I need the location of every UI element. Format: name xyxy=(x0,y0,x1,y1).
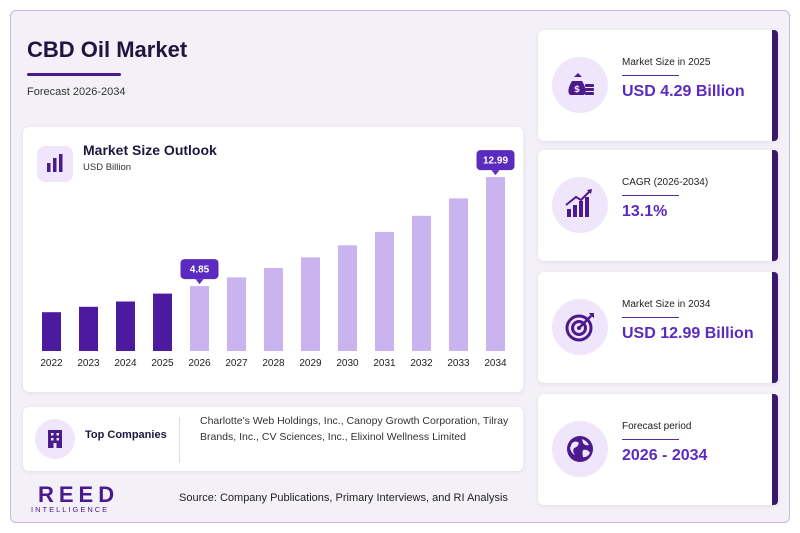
chart-card: Market Size Outlook USD Billion 2022 2023… xyxy=(23,127,523,392)
stat-label: Market Size in 2034 xyxy=(622,299,711,310)
building-icon xyxy=(35,419,75,459)
x-tick-label: 2022 xyxy=(40,358,63,369)
title-underline xyxy=(27,73,121,76)
divider xyxy=(179,417,180,463)
callout-2026: 4.85 xyxy=(180,259,219,285)
target-icon xyxy=(552,299,608,355)
x-tick-label: 2032 xyxy=(410,358,433,369)
stat-rule xyxy=(622,439,679,440)
x-tick-label: 2031 xyxy=(373,358,396,369)
bar-2023 xyxy=(79,306,98,351)
stat-value: USD 12.99 Billion xyxy=(622,325,754,342)
brand-logo: REED xyxy=(38,482,120,507)
bar-2024 xyxy=(116,301,135,351)
stat-value: USD 4.29 Billion xyxy=(622,83,745,100)
growth-chart-icon xyxy=(552,177,608,233)
stat-card-forecast-period: Forecast period 2026 - 2034 xyxy=(538,394,778,505)
chart-title: Market Size Outlook xyxy=(83,142,217,158)
x-tick-label: 2026 xyxy=(188,358,211,369)
stat-label: Market Size in 2025 xyxy=(622,57,711,68)
top-companies-card: Top Companies Charlotte's Web Holdings, … xyxy=(23,407,523,471)
bar-2027 xyxy=(227,277,246,351)
stat-label: CAGR (2026-2034) xyxy=(622,177,709,188)
brand-logo-subtitle: INTELLIGENCE xyxy=(31,505,110,514)
x-tick-label: 2028 xyxy=(262,358,285,369)
bar-2028 xyxy=(264,268,283,351)
svg-text:$: $ xyxy=(574,85,580,95)
bar-2029 xyxy=(301,257,320,351)
bar-2030 xyxy=(338,245,357,351)
top-companies-label: Top Companies xyxy=(85,429,167,441)
stat-rule xyxy=(622,75,679,76)
x-tick-label: 2023 xyxy=(77,358,100,369)
money-bag-icon: $ xyxy=(552,57,608,113)
stat-card-market-size-2034: Market Size in 2034 USD 12.99 Billion xyxy=(538,272,778,383)
top-companies-list: Charlotte's Web Holdings, Inc., Canopy G… xyxy=(200,415,509,443)
stat-card-market-size-2025: $ Market Size in 2025 USD 4.29 Billion xyxy=(538,30,778,141)
x-tick-label: 2027 xyxy=(225,358,248,369)
bar-2034 xyxy=(486,177,505,351)
x-tick-label: 2029 xyxy=(299,358,322,369)
bar-2032 xyxy=(412,215,431,351)
bar-2022 xyxy=(42,312,61,351)
stat-rule xyxy=(622,317,679,318)
stat-rule xyxy=(622,195,679,196)
bar-2026 xyxy=(190,286,209,351)
x-tick-label: 2024 xyxy=(114,358,137,369)
page-title: CBD Oil Market xyxy=(27,37,188,62)
stat-value: 13.1% xyxy=(622,203,668,220)
bar-chart-icon xyxy=(37,146,73,182)
stat-label: Forecast period xyxy=(622,421,692,432)
bar-2033 xyxy=(449,198,468,351)
callout-2034: 12.99 xyxy=(476,150,515,176)
stat-value: 2026 - 2034 xyxy=(622,447,708,464)
chart-unit: USD Billion xyxy=(83,162,132,173)
bar-chart: 2022 2023 2024 2025 2026 2027 2028 2029 2030 2031… xyxy=(40,150,515,369)
x-tick-label: 2025 xyxy=(151,358,174,369)
x-tick-label: 2030 xyxy=(336,358,359,369)
x-tick-label: 2034 xyxy=(484,358,507,369)
globe-icon xyxy=(552,421,608,477)
page-subtitle: Forecast 2026-2034 xyxy=(27,86,126,98)
bar-2025 xyxy=(153,293,172,351)
source-note: Source: Company Publications, Primary In… xyxy=(179,492,508,504)
x-tick-label: 2033 xyxy=(447,358,470,369)
bar-2031 xyxy=(375,231,394,351)
stat-card-cagr: CAGR (2026-2034) 13.1% xyxy=(538,150,778,261)
data-label: 4.85 xyxy=(190,265,210,276)
data-label: 12.99 xyxy=(483,156,508,167)
